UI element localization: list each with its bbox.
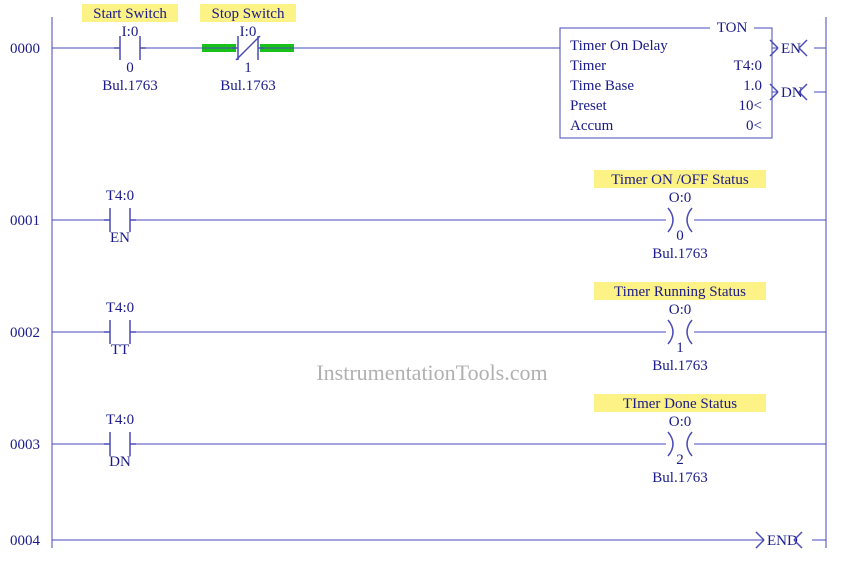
coil-label: TImer Done Status [623, 396, 737, 412]
svg-text:T4:0: T4:0 [106, 188, 134, 204]
svg-text:EN: EN [110, 230, 130, 246]
stop-switch-label: Stop Switch [212, 6, 285, 22]
start-switch-label: Start Switch [93, 6, 167, 22]
svg-text:0001: 0001 [10, 213, 40, 229]
svg-text:Time Base: Time Base [570, 78, 634, 94]
svg-text:0<: 0< [746, 118, 762, 134]
svg-text:O:0: O:0 [669, 190, 692, 206]
svg-text:T4:0: T4:0 [106, 300, 134, 316]
rung-4: 0004 END [10, 532, 826, 549]
svg-text:Bul.1763: Bul.1763 [652, 358, 707, 374]
rung-number: 0000 [10, 41, 40, 57]
svg-text:TT: TT [111, 342, 129, 358]
svg-text:I:0: I:0 [122, 24, 139, 40]
svg-text:10<: 10< [739, 98, 762, 114]
svg-text:Timer: Timer [570, 58, 606, 74]
svg-text:Bul.1763: Bul.1763 [652, 246, 707, 262]
svg-text:1.0: 1.0 [743, 78, 762, 94]
svg-text:Bul.1763: Bul.1763 [102, 78, 157, 94]
svg-text:I:0: I:0 [240, 24, 257, 40]
svg-text:DN: DN [109, 454, 131, 470]
svg-text:O:0: O:0 [669, 414, 692, 430]
rung-3: 0003 T4:0 DN TImer Done Status O:0 2 Bul.1763 [10, 394, 826, 486]
coil-label: Timer Running Status [614, 284, 746, 300]
svg-text:END: END [767, 533, 798, 549]
ladder-diagram: InstrumentationTools.com 0000 Start Switch… [0, 0, 864, 576]
svg-text:O:0: O:0 [669, 302, 692, 318]
svg-text:Accum: Accum [570, 118, 614, 134]
svg-text:EN: EN [781, 41, 801, 57]
svg-text:1: 1 [676, 340, 684, 356]
svg-text:TON: TON [717, 20, 748, 36]
svg-text:1: 1 [244, 60, 252, 76]
svg-text:0002: 0002 [10, 325, 40, 341]
svg-text:0: 0 [676, 228, 684, 244]
svg-text:T4:0: T4:0 [106, 412, 134, 428]
svg-text:0: 0 [126, 60, 134, 76]
watermark: InstrumentationTools.com [316, 360, 547, 385]
svg-text:0003: 0003 [10, 437, 40, 453]
svg-text:2: 2 [676, 452, 684, 468]
rung-1: 0001 T4:0 EN Timer ON /OFF Status O:0 0 Bul.17… [10, 170, 826, 262]
svg-text:Bul.1763: Bul.1763 [652, 470, 707, 486]
svg-text:Preset: Preset [570, 98, 607, 114]
svg-text:Bul.1763: Bul.1763 [220, 78, 275, 94]
coil-label: Timer ON /OFF Status [611, 172, 749, 188]
svg-text:0004: 0004 [10, 533, 41, 549]
svg-text:Timer On Delay: Timer On Delay [570, 38, 668, 54]
rung-0: 0000 Start Switch I:0 0 Bul.1763 Stop Switch I… [10, 4, 826, 138]
svg-text:T4:0: T4:0 [734, 58, 762, 74]
